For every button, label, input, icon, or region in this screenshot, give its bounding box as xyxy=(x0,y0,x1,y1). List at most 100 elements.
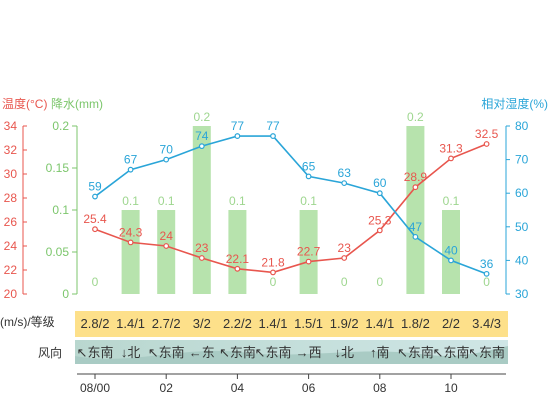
temperature-tick-label: 34 xyxy=(4,119,18,133)
humidity-tick-label: 30 xyxy=(515,287,529,301)
wind-speed-value: 1.4/1 xyxy=(365,316,394,331)
precipitation-bar xyxy=(121,210,140,294)
humidity-value-label: 67 xyxy=(124,153,138,167)
wind-direction-cell: ↑南 xyxy=(370,345,390,360)
wind-direction-label: 东南 xyxy=(230,345,256,360)
wind-arrow-icon: ← xyxy=(189,345,202,360)
temperature-point xyxy=(376,227,383,234)
temperature-point xyxy=(127,239,134,246)
humidity-point xyxy=(341,180,348,187)
humidity-point xyxy=(448,257,454,264)
wind-direction-label: 东南 xyxy=(87,345,113,360)
wind-speed-value: 1.8/2 xyxy=(401,316,430,331)
temperature-value-label: 23 xyxy=(338,241,352,255)
series-lines xyxy=(92,133,490,277)
humidity-line xyxy=(94,135,487,275)
wind-direction-label: 东南 xyxy=(479,345,505,360)
wind-speed-value: 3.4/3 xyxy=(472,316,501,331)
humidity-point xyxy=(412,233,419,240)
wind-direction-label: 东南 xyxy=(265,345,291,360)
temperature-value-label: 22.7 xyxy=(297,245,321,259)
humidity-value-label: 63 xyxy=(338,166,352,180)
wind-speed-value: 1.5/1 xyxy=(294,316,323,331)
humidity-value-label: 70 xyxy=(160,143,174,157)
precipitation-tick-label: 0.15 xyxy=(46,161,70,175)
wind-speed-values: 2.8/2 1.4/1 2.7/2 3/2 2.2/2 1.4/1 1.5/1 1.9/2 1.… xyxy=(81,316,502,331)
precipitation-bar xyxy=(192,126,211,294)
humidity-tick-label: 50 xyxy=(515,220,529,234)
humidity-tick-label: 60 xyxy=(515,186,529,200)
humidity-point xyxy=(376,190,383,197)
temperature-tick-label: 24 xyxy=(4,239,18,253)
axis-ticks: 34 32 30 28 26 24 22 20 0.2 0.15 0.1 0.05 0 80 70 60 50 4… xyxy=(4,119,529,301)
precipitation-value-label: 0 xyxy=(376,275,383,289)
temperature-value-label: 32.5 xyxy=(475,127,499,141)
wind-arrow-icon: ↖ xyxy=(468,345,479,360)
humidity-tick-label: 40 xyxy=(515,253,529,267)
wind-speed-row-label: (m/s)/等级 xyxy=(0,315,55,329)
wind-direction-cell: ↖东南 xyxy=(77,345,114,360)
wind-speed-value: 1.9/2 xyxy=(330,316,359,331)
wind-direction-cell: ↖东南 xyxy=(397,345,434,360)
temperature-line xyxy=(94,143,487,274)
wind-speed-value: 1.4/1 xyxy=(259,316,288,331)
precipitation-bar xyxy=(299,210,318,294)
temperature-value-label: 21.8 xyxy=(261,255,285,269)
precipitation-bars xyxy=(121,126,460,294)
humidity-value-label: 74 xyxy=(195,129,209,143)
humidity-point xyxy=(483,270,490,277)
precipitation-value-label: 0 xyxy=(341,275,348,289)
wind-direction-wave xyxy=(75,346,508,364)
wind-speed-value: 2/2 xyxy=(442,316,460,331)
temperature-tick-label: 32 xyxy=(4,143,18,157)
precipitation-value-label: 0 xyxy=(92,275,99,289)
humidity-point xyxy=(92,193,98,200)
temperature-point xyxy=(412,184,419,191)
wind-arrow-icon: ↖ xyxy=(433,345,444,360)
temperature-tick-label: 22 xyxy=(4,263,18,277)
wind-direction-cell: ↖东南 xyxy=(255,345,292,360)
precipitation-tick-label: 0.05 xyxy=(46,245,70,259)
temperature-point xyxy=(305,258,312,265)
data-labels: 0 0.1 0.1 0.2 0.1 0 0.1 0 0 0.2 0.1 0 25.4 24.3 24 23 22… xyxy=(83,110,498,289)
temperature-value-label: 23 xyxy=(195,241,209,255)
wind-arrow-icon: ↖ xyxy=(219,345,230,360)
temperature-point xyxy=(270,269,276,276)
wind-direction-cell: ↖东南 xyxy=(148,345,185,360)
precipitation-bar xyxy=(157,210,176,294)
wind-arrow-icon: ↖ xyxy=(255,345,266,360)
wind-direction-cell: ↓北 xyxy=(334,345,354,360)
wind-arrow-icon: ↖ xyxy=(77,345,88,360)
wind-speed-value: 2.8/2 xyxy=(81,316,110,331)
humidity-tick-label: 80 xyxy=(515,119,529,133)
wind-direction-label: 西 xyxy=(309,345,322,360)
humidity-value-label: 60 xyxy=(373,176,387,190)
x-axis-ticks: 08/00 02 04 06 08 10 xyxy=(80,374,458,395)
precipitation-bar xyxy=(228,210,247,294)
temperature-value-label: 24 xyxy=(160,229,174,243)
wind-direction-cell: ↖东南 xyxy=(219,345,256,360)
wind-arrow-icon: ↓ xyxy=(334,345,341,360)
wind-arrow-icon: ↖ xyxy=(397,345,408,360)
temperature-value-label: 31.3 xyxy=(439,141,463,155)
temperature-point xyxy=(341,255,348,261)
temperature-value-label: 25.3 xyxy=(368,213,392,227)
temperature-tick-label: 26 xyxy=(4,215,18,229)
humidity-point xyxy=(234,133,241,139)
precipitation-tick-label: 0.1 xyxy=(52,203,69,217)
temperature-point xyxy=(163,243,170,249)
wind-direction-label: 南 xyxy=(377,345,390,360)
precipitation-value-label: 0 xyxy=(483,275,490,289)
wind-speed-value: 1.4/1 xyxy=(116,316,145,331)
wind-direction-values: ↖东南 ↓北 ↖东南 ←东 ↖东南↖东南 →西 ↓北 ↑南 ↖东南↖东南↖东南 xyxy=(77,345,506,360)
wind-direction-cell: ↖东南 xyxy=(433,345,470,360)
wind-direction-cell: →西 xyxy=(296,345,322,360)
wind-speed-value: 3/2 xyxy=(193,316,211,331)
humidity-point xyxy=(305,173,312,180)
temperature-value-label: 28.9 xyxy=(404,170,428,184)
precipitation-value-label: 0.2 xyxy=(407,110,424,124)
precipitation-value-label: 0.1 xyxy=(300,194,317,208)
x-tick-label: 06 xyxy=(302,381,316,395)
precipitation-tick-label: 0.2 xyxy=(52,119,69,133)
wind-arrow-icon: → xyxy=(296,345,309,360)
